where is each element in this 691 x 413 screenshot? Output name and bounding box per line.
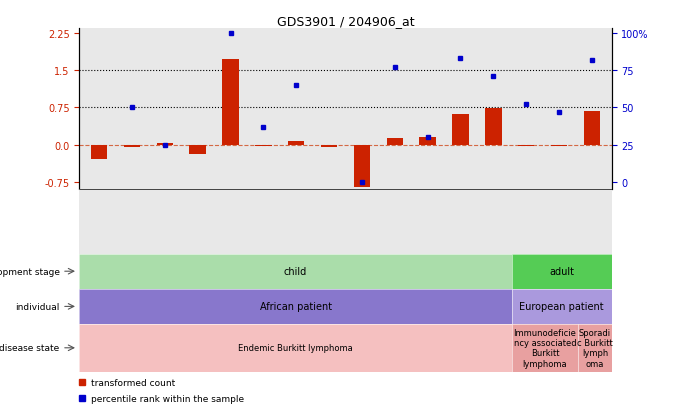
Text: European patient: European patient — [520, 301, 604, 312]
Text: development stage: development stage — [0, 267, 59, 276]
Bar — [386, 139, 403, 145]
Text: individual: individual — [15, 302, 59, 311]
Bar — [551, 145, 567, 146]
Title: GDS3901 / 204906_at: GDS3901 / 204906_at — [276, 15, 415, 28]
Bar — [255, 145, 272, 146]
Bar — [91, 145, 107, 159]
Bar — [354, 145, 370, 188]
Bar — [124, 145, 140, 148]
Text: Immunodeficie
ncy associated
Burkitt
lymphoma: Immunodeficie ncy associated Burkitt lym… — [513, 328, 576, 368]
Bar — [584, 112, 600, 145]
Text: disease state: disease state — [0, 344, 59, 352]
Bar — [157, 143, 173, 145]
Bar — [518, 145, 534, 146]
Text: child: child — [284, 266, 307, 277]
Text: adult: adult — [549, 266, 574, 277]
Bar — [321, 145, 337, 147]
Bar — [485, 109, 502, 145]
Bar — [452, 115, 468, 145]
Bar — [189, 145, 206, 154]
Text: African patient: African patient — [260, 301, 332, 312]
Text: transformed count: transformed count — [91, 377, 176, 387]
Bar — [288, 141, 305, 145]
Bar — [419, 138, 436, 145]
Text: Endemic Burkitt lymphoma: Endemic Burkitt lymphoma — [238, 344, 353, 352]
Text: Sporadi
c Burkitt
lymph
oma: Sporadi c Burkitt lymph oma — [577, 328, 613, 368]
Text: percentile rank within the sample: percentile rank within the sample — [91, 394, 245, 403]
Bar — [223, 60, 239, 145]
